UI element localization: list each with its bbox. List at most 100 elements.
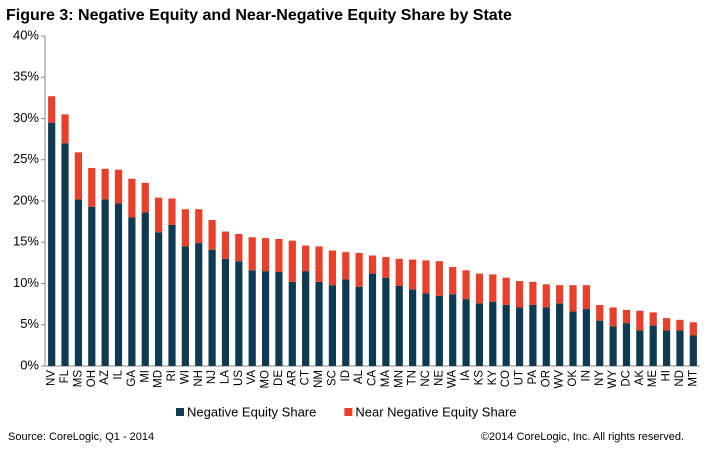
x-tick-label: FL bbox=[59, 369, 71, 383]
y-tick-label: 30% bbox=[13, 110, 39, 125]
y-tick-label: 25% bbox=[13, 151, 39, 166]
bar-segment bbox=[88, 168, 96, 207]
x-tick-label: WA bbox=[447, 370, 459, 388]
x-tick-label: ID bbox=[340, 370, 352, 382]
bar-segment bbox=[609, 307, 617, 327]
bar-segment bbox=[462, 299, 470, 366]
chart-title: Figure 3: Negative Equity and Near-Negat… bbox=[6, 7, 512, 24]
bar-segment bbox=[48, 122, 56, 366]
x-tick-label: KY bbox=[487, 370, 499, 386]
bar-segment bbox=[422, 293, 430, 366]
x-tick-label: MD bbox=[153, 370, 165, 388]
bar-segment bbox=[609, 326, 617, 366]
bar-segment bbox=[435, 295, 443, 366]
bar-segment bbox=[689, 322, 697, 336]
bar-segment bbox=[235, 261, 243, 366]
x-tick-label: OR bbox=[540, 370, 552, 387]
bar-segment bbox=[61, 114, 69, 144]
bar-segment bbox=[114, 203, 123, 366]
x-tick-label: SC bbox=[326, 370, 338, 386]
bar-segment bbox=[181, 246, 189, 366]
bar-segment bbox=[556, 285, 564, 304]
bar-segment bbox=[502, 304, 510, 366]
bar-segment bbox=[636, 330, 644, 366]
bar-segment bbox=[515, 307, 524, 366]
x-tick-label: DC bbox=[621, 370, 633, 387]
bar-segment bbox=[622, 323, 631, 366]
legend-swatch bbox=[344, 408, 353, 416]
x-tick-label: LA bbox=[219, 370, 231, 384]
bar-segment bbox=[261, 271, 270, 366]
bar-segment bbox=[302, 245, 310, 272]
bar-segment bbox=[382, 257, 390, 278]
bar-segment bbox=[221, 231, 230, 259]
bar-segment bbox=[596, 320, 604, 366]
x-tick-label: KS bbox=[473, 370, 485, 386]
x-tick-label: WY bbox=[607, 370, 619, 389]
x-tick-label: MI bbox=[139, 370, 151, 383]
bar-segment bbox=[355, 252, 363, 287]
bar-segment bbox=[235, 234, 243, 262]
bar-segment bbox=[529, 304, 537, 366]
x-tick-label: OH bbox=[86, 370, 98, 387]
x-tick-label: MO bbox=[260, 370, 272, 389]
bar-segment bbox=[489, 301, 497, 366]
y-tick-label: 15% bbox=[13, 234, 39, 249]
x-tick-label: MS bbox=[72, 370, 84, 388]
x-tick-label: AZ bbox=[99, 370, 111, 385]
bar-segment bbox=[475, 303, 484, 366]
bar-segment bbox=[569, 311, 577, 366]
bar-segment bbox=[88, 206, 96, 366]
legend-label: Negative Equity Share bbox=[187, 404, 316, 419]
x-tick-label: CT bbox=[300, 370, 312, 385]
bar-segment bbox=[382, 277, 390, 366]
x-tick-label: NC bbox=[420, 370, 432, 387]
bar-segment bbox=[168, 224, 176, 366]
bar-segment bbox=[542, 307, 550, 366]
bar-segment bbox=[355, 286, 363, 366]
bar-segment bbox=[74, 199, 83, 366]
legend-swatch bbox=[176, 408, 184, 416]
bar-segment bbox=[636, 310, 644, 331]
x-tick-label: VA bbox=[246, 370, 258, 385]
bar-segment bbox=[676, 330, 684, 366]
x-tick-label: HI bbox=[661, 370, 673, 382]
bar-segment bbox=[168, 198, 176, 225]
bar-segment bbox=[315, 246, 323, 282]
bar-segment bbox=[649, 325, 657, 366]
bar-segment bbox=[649, 312, 657, 326]
bar-segment bbox=[342, 252, 350, 280]
bar-segment bbox=[556, 303, 564, 366]
x-tick-label: OK bbox=[567, 370, 579, 387]
x-tick-label: NV bbox=[46, 370, 58, 386]
x-tick-label: WV bbox=[554, 370, 566, 389]
bar-segment bbox=[114, 169, 123, 204]
bar-segment bbox=[529, 281, 537, 305]
y-tick-label: 35% bbox=[13, 69, 39, 84]
bar-segment bbox=[395, 285, 403, 366]
x-tick-label: NE bbox=[433, 370, 445, 386]
bar-segment bbox=[409, 289, 417, 366]
bar-segment bbox=[422, 260, 430, 294]
x-tick-label: AL bbox=[353, 369, 365, 384]
x-tick-label: IA bbox=[460, 370, 472, 381]
x-tick-label: CA bbox=[367, 370, 379, 386]
bar-segment bbox=[582, 285, 590, 310]
bar-segment bbox=[342, 279, 350, 366]
bar-segment bbox=[74, 152, 83, 200]
x-tick-label: NM bbox=[313, 370, 325, 388]
x-tick-label: AR bbox=[286, 370, 298, 386]
x-tick-label: AK bbox=[634, 370, 646, 386]
y-tick-label: 40% bbox=[13, 27, 39, 42]
bar-segment bbox=[435, 261, 443, 296]
bar-segment bbox=[141, 182, 149, 213]
bar-segment bbox=[288, 281, 296, 366]
bar-segment bbox=[248, 237, 256, 271]
bar-segment bbox=[155, 197, 163, 233]
x-tick-label: PA bbox=[527, 370, 539, 385]
bar-segment bbox=[275, 238, 283, 272]
bar-segment bbox=[141, 212, 149, 366]
y-tick-label: 20% bbox=[13, 192, 39, 207]
bar-segment bbox=[328, 250, 336, 286]
bar-segment bbox=[328, 285, 336, 366]
